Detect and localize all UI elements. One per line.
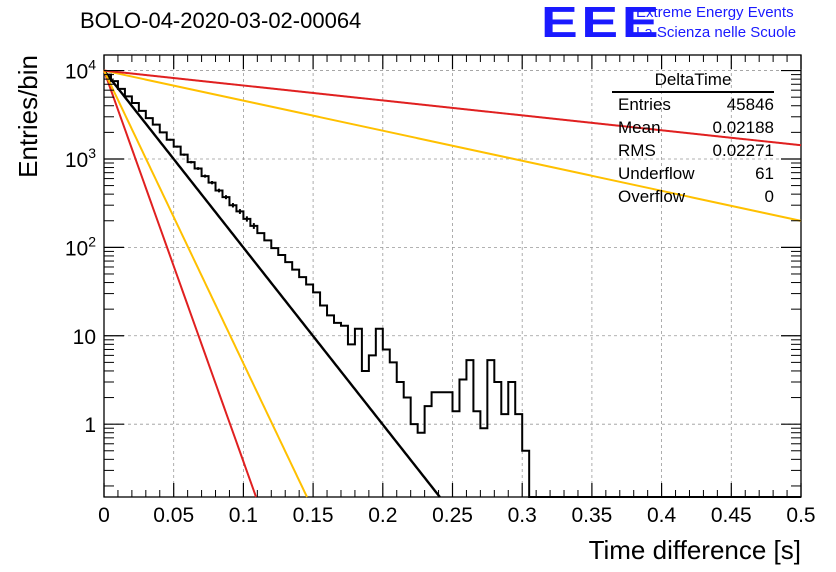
x-axis-label: Time difference [s] xyxy=(589,535,801,565)
y-tick-base: 10 xyxy=(65,237,88,260)
y-tick-exponent: 2 xyxy=(88,233,96,249)
stats-value: 45846 xyxy=(726,95,774,114)
stats-row: Overflow 0 xyxy=(612,185,774,208)
x-tick-label: 0.2 xyxy=(368,504,397,527)
axes: 0 0.05 0.1 0.15 0.2 0.25 0.3 0.35 0.4 0.45 0.51101… xyxy=(65,55,816,527)
stats-label: Entries xyxy=(618,95,671,114)
y-tick-exponent: 3 xyxy=(88,145,96,161)
stats-value: 61 xyxy=(755,164,774,183)
eee-logo: EEE xyxy=(541,0,663,47)
y-tick-label: 102 xyxy=(65,233,96,260)
y-tick-label: 1 xyxy=(84,414,96,437)
stats-box: DeltaTime Entries 45846 Mean 0.02188 RMS 0.02… xyxy=(612,70,774,208)
fit-curve-fast-orange xyxy=(103,70,308,498)
y-tick-exponent: 4 xyxy=(88,57,96,73)
stats-label: Overflow xyxy=(618,187,686,206)
y-tick-label: 10 xyxy=(73,326,96,349)
stats-row: Underflow 61 xyxy=(612,162,774,185)
stats-row: Entries 45846 xyxy=(612,93,774,116)
y-tick-base: 1 xyxy=(84,414,96,437)
x-tick-label: 0.4 xyxy=(647,504,677,527)
y-tick-base: 10 xyxy=(73,326,96,349)
grid xyxy=(104,55,801,497)
y-tick-label: 103 xyxy=(65,145,96,172)
x-tick-label: 0.5 xyxy=(786,504,815,527)
y-tick-base: 10 xyxy=(65,61,88,84)
y-axis-label: Entries/bin xyxy=(13,55,43,178)
fit-curves xyxy=(103,69,802,498)
y-tick-base: 10 xyxy=(65,149,88,172)
x-tick-label: 0.25 xyxy=(432,504,473,527)
x-tick-label: 0.05 xyxy=(153,504,194,527)
stats-label: RMS xyxy=(618,141,656,160)
stats-label: Underflow xyxy=(618,164,695,183)
stats-value: 0.02271 xyxy=(712,141,774,160)
fit-curve-fit xyxy=(103,69,441,498)
stats-row: RMS 0.02271 xyxy=(612,139,774,162)
y-tick-label: 104 xyxy=(65,57,96,84)
fit-curve-slow-red xyxy=(103,69,802,147)
stats-label: Mean xyxy=(618,118,661,137)
logo-line-1: Extreme Energy Events xyxy=(636,4,794,21)
stats-rows: Entries 45846 Mean 0.02188 RMS 0.02271 Underfl… xyxy=(612,93,774,208)
fit-curve-slow-orange xyxy=(103,69,802,222)
stats-value: 0.02188 xyxy=(712,118,774,137)
x-tick-label: 0 xyxy=(98,504,110,527)
stats-title: DeltaTime xyxy=(612,70,774,93)
run-title: BOLO-04-2020-03-02-00064 xyxy=(80,8,362,33)
x-tick-label: 0.45 xyxy=(711,504,752,527)
x-tick-label: 0.3 xyxy=(508,504,537,527)
x-tick-label: 0.35 xyxy=(571,504,612,527)
fit-curve-fast-red xyxy=(103,70,257,498)
logo-line-2: La Scienza nelle Scuole xyxy=(636,24,797,41)
x-tick-label: 0.1 xyxy=(229,504,258,527)
x-tick-label: 0.15 xyxy=(293,504,334,527)
stats-row: Mean 0.02188 xyxy=(612,116,774,139)
stats-value: 0 xyxy=(764,187,774,206)
